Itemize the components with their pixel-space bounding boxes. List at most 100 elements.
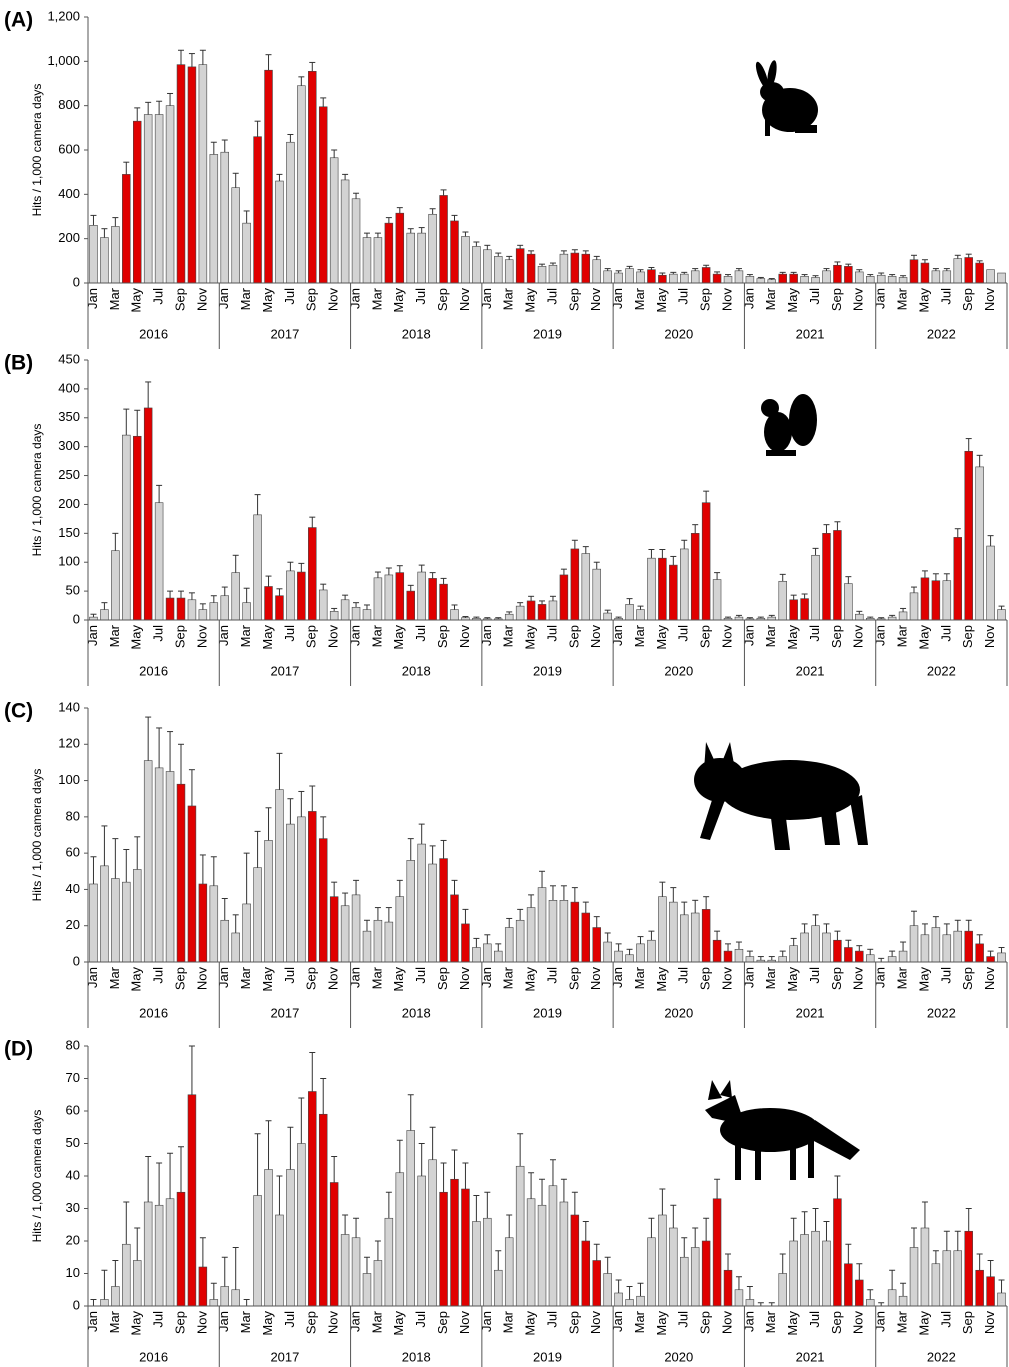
x-tick-label: Sep [304, 967, 319, 990]
year-label: 2016 [139, 663, 168, 678]
x-tick-label: Jan [347, 625, 362, 646]
year-label: 2022 [927, 663, 956, 678]
x-tick-label: Mar [369, 624, 384, 647]
bar [800, 932, 809, 963]
bar [122, 434, 131, 621]
bar [636, 271, 645, 284]
bar [953, 1250, 963, 1307]
bar [297, 816, 306, 963]
bar [373, 577, 383, 621]
hare-silhouette [755, 60, 818, 136]
x-tick-label: Sep [829, 1311, 844, 1334]
bar [898, 611, 908, 621]
bar [439, 583, 448, 621]
x-tick-label: May [260, 967, 275, 992]
x-tick-label: Jul [676, 288, 691, 305]
bar [614, 272, 623, 284]
bar [712, 1198, 722, 1307]
x-tick-label: Jul [151, 288, 166, 305]
bar [154, 502, 164, 621]
bar [986, 1276, 995, 1307]
x-tick-label: May [916, 1311, 931, 1336]
bar [920, 262, 930, 284]
bar [920, 577, 930, 621]
x-tick-label: Jul [282, 1311, 297, 1328]
bar [472, 947, 481, 963]
bar [647, 1237, 656, 1307]
bar [504, 259, 514, 284]
x-tick-label: Sep [566, 967, 581, 990]
x-tick-label: Mar [238, 624, 253, 647]
x-tick-label: May [523, 967, 538, 992]
bar [494, 950, 503, 963]
bar [636, 1295, 645, 1307]
x-tick-label: May [654, 625, 669, 650]
year-label: 2016 [139, 1349, 168, 1364]
x-tick-label: Jul [938, 288, 953, 305]
x-tick-label: Sep [960, 288, 975, 311]
bar [154, 767, 164, 963]
bar [570, 1214, 580, 1307]
bar [526, 1198, 536, 1307]
bar [176, 1191, 186, 1307]
year-label: 2018 [402, 1349, 431, 1364]
bar [570, 252, 580, 284]
x-tick-label: Mar [238, 287, 253, 310]
bar [537, 887, 547, 963]
bar [209, 602, 219, 621]
bar [844, 583, 853, 621]
bar [680, 548, 689, 621]
x-tick-label: May [916, 967, 931, 992]
bar [942, 580, 952, 621]
bar [953, 258, 963, 284]
year-label: 2018 [402, 1005, 431, 1020]
bar [690, 912, 700, 963]
bar [340, 179, 350, 284]
bar [887, 956, 897, 963]
x-tick-label: Mar [501, 624, 516, 647]
bar [220, 151, 229, 284]
bar [384, 574, 394, 621]
bar [351, 1237, 361, 1307]
bar [690, 533, 700, 621]
x-tick-label: May [916, 288, 931, 313]
bar [811, 554, 820, 621]
bar [406, 232, 415, 284]
bar [89, 225, 98, 284]
y-tick-label: 80 [66, 808, 80, 823]
bar [800, 1234, 809, 1307]
y-tick-label: 80 [66, 1037, 80, 1052]
bar [286, 823, 295, 963]
x-tick-label: Sep [435, 1311, 450, 1334]
bar [264, 69, 273, 284]
bar [734, 948, 744, 963]
bar [504, 613, 514, 621]
x-tick-label: Sep [698, 625, 713, 648]
bar [789, 273, 798, 284]
y-tick-label: 150 [58, 525, 80, 540]
bar [669, 273, 678, 284]
x-tick-label: May [129, 288, 144, 313]
bar [373, 1260, 383, 1307]
bar [439, 195, 448, 284]
bar [111, 878, 120, 963]
bar [887, 1289, 897, 1307]
bar [395, 572, 405, 621]
bar [712, 273, 722, 284]
bar [253, 514, 262, 621]
bar [647, 557, 656, 621]
x-tick-label: Mar [107, 624, 122, 647]
bar [800, 598, 809, 621]
x-tick-label: Sep [566, 288, 581, 311]
bar [176, 597, 186, 621]
x-tick-label: Jan [85, 967, 100, 988]
bar [187, 66, 197, 284]
bar [406, 1130, 415, 1307]
x-tick-label: Jan [85, 1311, 100, 1332]
x-tick-label: Jul [544, 288, 559, 305]
x-tick-label: May [523, 288, 538, 313]
bar [209, 154, 219, 284]
bar [964, 930, 973, 963]
bar [592, 259, 601, 284]
bar [198, 1266, 208, 1307]
